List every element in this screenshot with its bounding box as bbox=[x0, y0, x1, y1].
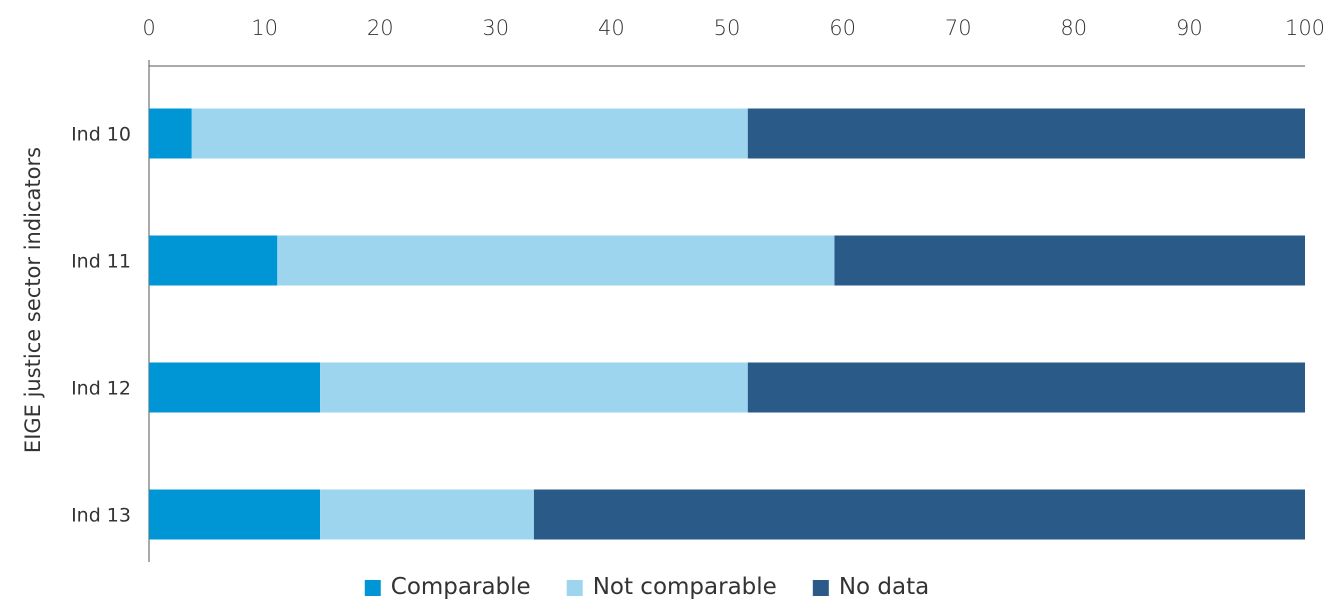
legend-item: Comparable bbox=[364, 574, 531, 600]
category-label: Ind 13 bbox=[71, 505, 131, 527]
x-tick-label: 90 bbox=[1176, 16, 1203, 40]
bar-segment bbox=[533, 489, 1305, 540]
x-tick-label: 80 bbox=[1060, 16, 1087, 40]
x-tick-labels: 0 10 20 30 40 50 60 70 80 90 100 bbox=[142, 16, 1325, 40]
bar-segment bbox=[320, 489, 534, 540]
x-tick-label: 30 bbox=[482, 16, 509, 40]
bar-segment bbox=[149, 489, 321, 540]
legend-item: No data bbox=[812, 574, 929, 600]
legend-swatch bbox=[364, 580, 381, 596]
bar-segment bbox=[149, 362, 321, 413]
bar-segment bbox=[747, 362, 1305, 413]
x-tick-label: 20 bbox=[367, 16, 394, 40]
bar-segment bbox=[149, 108, 192, 159]
legend-label: No data bbox=[839, 574, 929, 600]
legend-label: Comparable bbox=[391, 574, 531, 600]
legend: Comparable Not comparable No data bbox=[364, 574, 929, 600]
legend-swatch bbox=[566, 580, 583, 596]
bar-segment bbox=[149, 235, 278, 286]
bar-segment bbox=[834, 235, 1305, 286]
bars bbox=[149, 108, 1305, 540]
category-label: Ind 10 bbox=[71, 124, 131, 146]
x-tick-label: 50 bbox=[714, 16, 741, 40]
x-tick-label: 70 bbox=[945, 16, 972, 40]
legend-label: Not comparable bbox=[593, 574, 777, 600]
x-tick-label: 60 bbox=[829, 16, 856, 40]
category-label: Ind 11 bbox=[71, 251, 131, 273]
bar-segment bbox=[277, 235, 835, 286]
category-labels: Ind 10 Ind 11 Ind 12 Ind 13 bbox=[71, 124, 131, 527]
bar-segment bbox=[320, 362, 748, 413]
category-label: Ind 12 bbox=[71, 378, 131, 400]
x-tick-label: 10 bbox=[251, 16, 278, 40]
y-axis-title: EIGE justice sector indicators bbox=[21, 147, 45, 453]
x-tick-label: 0 bbox=[142, 16, 155, 40]
bar-segment bbox=[747, 108, 1305, 159]
bar-segment bbox=[191, 108, 748, 159]
legend-item: Not comparable bbox=[566, 574, 777, 600]
x-tick-label: 40 bbox=[598, 16, 625, 40]
legend-swatch bbox=[812, 580, 829, 596]
x-tick-label: 100 bbox=[1285, 16, 1325, 40]
